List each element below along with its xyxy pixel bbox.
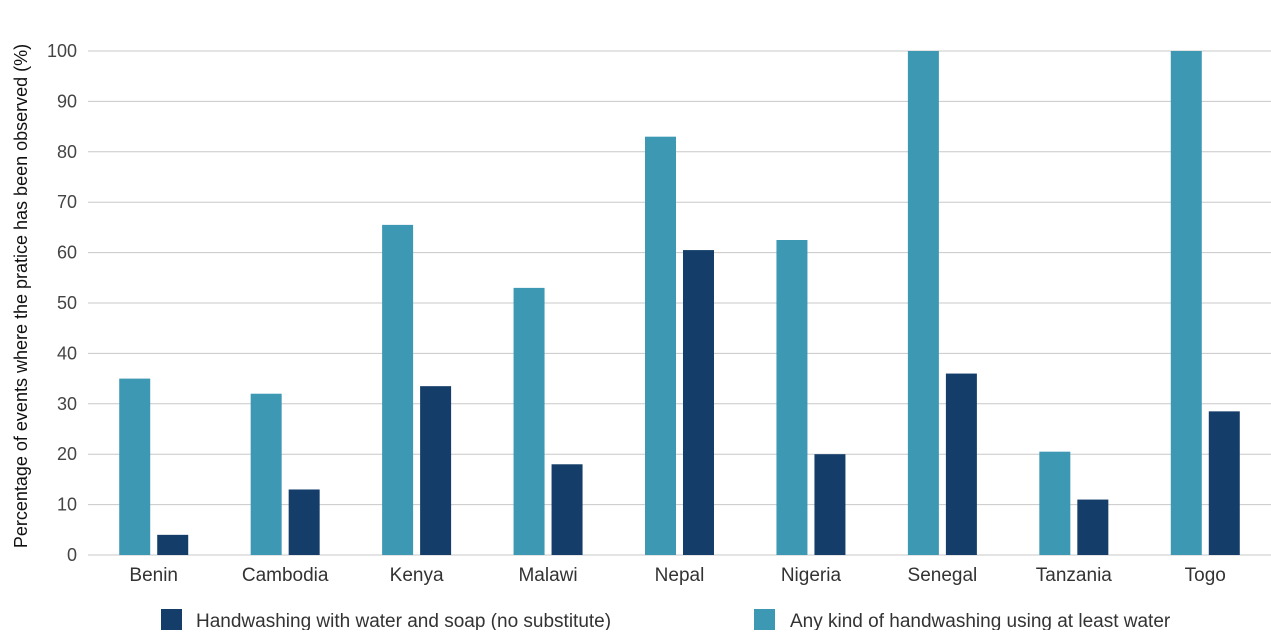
gridlines <box>88 50 1271 556</box>
bar-any-water-nepal <box>645 136 676 555</box>
bar-water-soap-nepal <box>683 250 714 555</box>
y-tick-label: 90 <box>57 91 77 111</box>
x-axis-labels: Benin Cambodia Kenya Malawi Nepal Nigeria Sene… <box>129 565 1225 586</box>
bar-water-soap-malawi <box>551 464 583 555</box>
bar-any-water-kenya <box>382 224 414 555</box>
y-tick-label: 10 <box>57 495 77 515</box>
bar-water-soap-tanzania <box>1077 499 1109 555</box>
bar-any-water-benin <box>119 378 151 555</box>
bar-water-soap-senegal <box>945 373 977 555</box>
legend-swatch-water <box>754 609 775 630</box>
y-axis-label: Percentage of events where the pratice h… <box>11 44 31 548</box>
bar-any-water-cambodia <box>250 393 282 555</box>
y-axis-ticks: 0 10 20 30 40 50 60 70 80 90 100 <box>47 41 77 565</box>
bar-water-soap-nigeria <box>814 454 846 555</box>
x-tick-label: Togo <box>1185 565 1226 586</box>
bar-water-soap-kenya <box>420 386 452 555</box>
x-tick-label: Tanzania <box>1036 565 1112 586</box>
legend: Handwashing with water and soap (no subs… <box>161 609 1171 632</box>
y-tick-label: 50 <box>57 293 77 313</box>
x-tick-label: Benin <box>129 565 178 586</box>
y-tick-label: 20 <box>57 444 77 464</box>
bar-water-soap-benin <box>157 534 189 555</box>
legend-label-water: Any kind of handwashing using at least w… <box>790 611 1171 630</box>
bar-any-water-nigeria <box>776 240 808 555</box>
x-tick-label: Kenya <box>390 565 444 586</box>
y-tick-label: 60 <box>57 243 77 263</box>
x-tick-label: Senegal <box>908 565 978 586</box>
x-tick-label: Malawi <box>518 565 577 586</box>
y-tick-label: 40 <box>57 343 77 363</box>
x-tick-label: Nepal <box>655 565 705 586</box>
x-tick-label: Nigeria <box>781 565 842 586</box>
legend-swatch-soap <box>161 609 182 630</box>
y-tick-label: 0 <box>67 545 77 565</box>
y-tick-label: 80 <box>57 142 77 162</box>
bar-any-water-togo <box>1170 51 1202 555</box>
bars <box>119 51 1240 555</box>
bar-water-soap-togo <box>1208 411 1240 555</box>
bar-any-water-senegal <box>907 51 939 555</box>
bar-water-soap-cambodia <box>288 489 320 555</box>
y-tick-label: 30 <box>57 394 77 414</box>
legend-label-soap: Handwashing with water and soap (no subs… <box>196 611 611 630</box>
bar-any-water-malawi <box>513 287 545 555</box>
x-tick-label: Cambodia <box>242 565 329 586</box>
y-tick-label: 70 <box>57 192 77 212</box>
bar-any-water-tanzania <box>1039 451 1071 555</box>
y-tick-label: 100 <box>47 41 77 61</box>
